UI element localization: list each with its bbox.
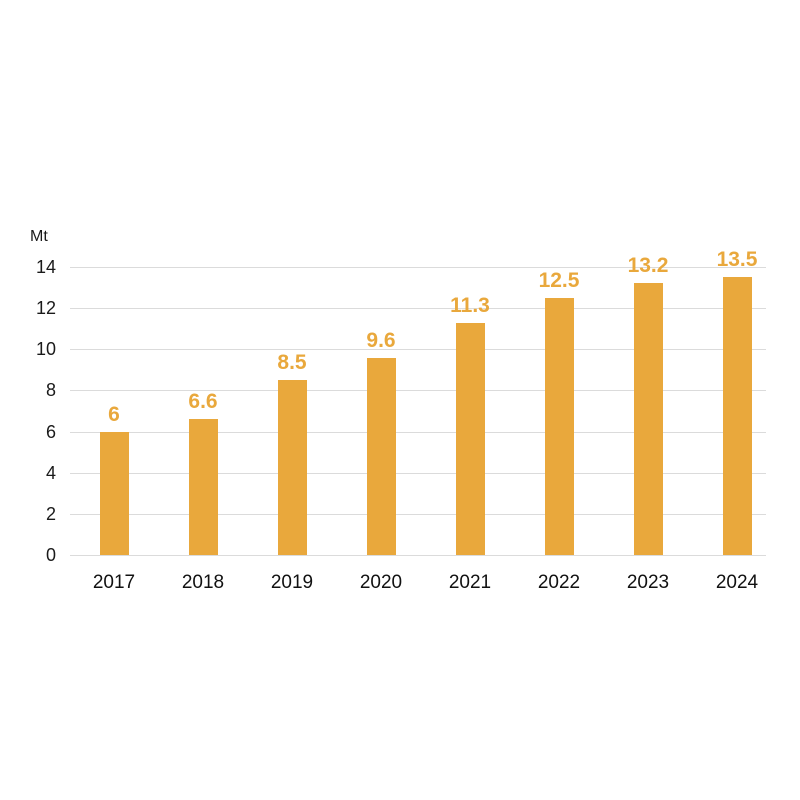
bar-2020 <box>366 357 396 555</box>
gridline-6 <box>70 431 766 433</box>
y-tick-label-0: 0 <box>45 545 56 565</box>
y-tick-label-2: 2 <box>45 503 56 524</box>
gridline-8 <box>70 390 766 392</box>
y-axis-unit-label: Mt <box>30 228 48 245</box>
x-tick-label-2024: 2024 <box>715 572 759 593</box>
x-tick-label-2022: 2022 <box>537 572 581 593</box>
bar-value-label-2022: 12.5 <box>538 268 580 292</box>
bar-2022 <box>544 297 574 555</box>
bar-2021 <box>455 322 485 555</box>
bar-value-label-2021: 11.3 <box>450 293 490 317</box>
y-tick-label-8: 8 <box>45 380 56 401</box>
x-tick-label-2017: 2017 <box>92 572 136 593</box>
gridline-2 <box>70 513 766 515</box>
y-tick-label-14: 14 <box>35 257 56 278</box>
bar-value-label-2023: 13.2 <box>627 254 669 278</box>
x-tick-label-2021: 2021 <box>448 572 492 593</box>
y-tick-label-6: 6 <box>45 421 56 442</box>
bar-2024 <box>722 277 752 555</box>
gridline-12 <box>70 308 766 310</box>
gridline-0 <box>70 555 766 556</box>
y-tick-label-12: 12 <box>35 298 56 319</box>
bar-2018 <box>188 419 218 555</box>
bar-2019 <box>277 380 307 555</box>
y-tick-label-10: 10 <box>35 339 56 360</box>
y-tick-label-4: 4 <box>45 462 56 483</box>
x-tick-label-2023: 2023 <box>626 572 670 593</box>
gridline-14 <box>70 267 766 269</box>
gridline-10 <box>70 349 766 351</box>
bar-value-label-2020: 9.6 <box>366 328 396 352</box>
x-tick-label-2020: 2020 <box>359 572 403 593</box>
bar-value-label-2018: 6.6 <box>188 390 218 414</box>
gridline-4 <box>70 472 766 474</box>
bar-value-label-2019: 8.5 <box>277 351 307 375</box>
bar-2017 <box>99 431 129 555</box>
bar-2023 <box>633 283 663 555</box>
x-tick-label-2019: 2019 <box>270 572 314 593</box>
bar-value-label-2017: 6 <box>108 402 120 426</box>
bar-value-label-2024: 13.5 <box>716 248 758 272</box>
x-tick-label-2018: 2018 <box>181 572 225 593</box>
